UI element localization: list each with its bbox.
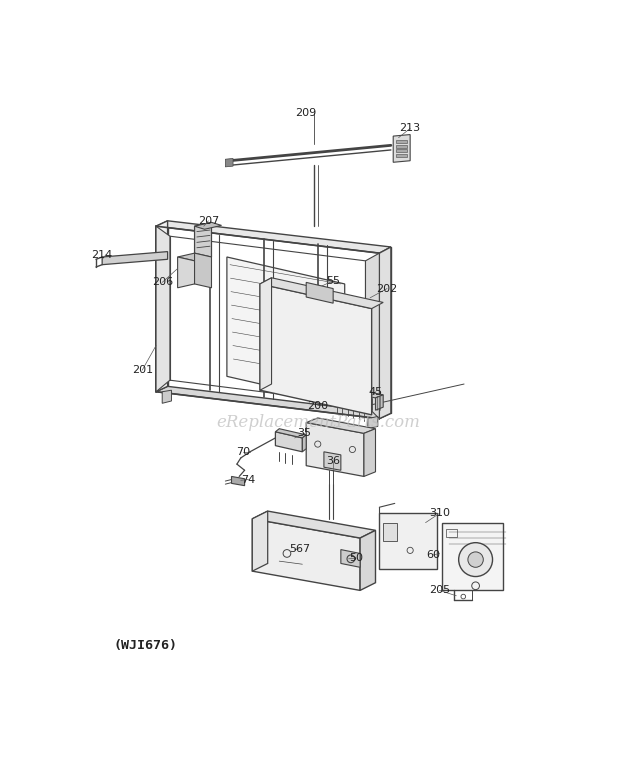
- Polygon shape: [231, 476, 245, 485]
- Polygon shape: [376, 395, 383, 410]
- Polygon shape: [177, 257, 195, 288]
- Polygon shape: [162, 390, 172, 403]
- Polygon shape: [156, 386, 391, 418]
- Circle shape: [468, 552, 484, 567]
- Text: 50: 50: [349, 553, 363, 563]
- Polygon shape: [225, 158, 233, 167]
- Text: 45: 45: [368, 387, 383, 397]
- Polygon shape: [443, 523, 503, 591]
- Polygon shape: [393, 135, 410, 162]
- Polygon shape: [379, 247, 391, 418]
- Text: 202: 202: [376, 283, 397, 293]
- Bar: [396, 154, 407, 157]
- Polygon shape: [102, 251, 167, 264]
- Text: 206: 206: [152, 277, 173, 287]
- Text: 214: 214: [92, 250, 113, 260]
- Polygon shape: [306, 418, 376, 434]
- Polygon shape: [260, 278, 383, 309]
- Bar: [396, 145, 407, 148]
- Text: 209: 209: [296, 108, 317, 118]
- Text: (WJI676): (WJI676): [113, 639, 178, 652]
- Text: 213: 213: [399, 123, 421, 133]
- Polygon shape: [324, 452, 341, 470]
- Polygon shape: [252, 511, 268, 572]
- Polygon shape: [360, 530, 376, 591]
- Polygon shape: [195, 253, 211, 288]
- Polygon shape: [275, 429, 306, 438]
- Text: 74: 74: [241, 475, 255, 485]
- Text: 70: 70: [236, 447, 250, 456]
- Polygon shape: [379, 514, 437, 569]
- Polygon shape: [368, 416, 378, 429]
- Polygon shape: [252, 519, 360, 591]
- Text: 207: 207: [198, 216, 219, 226]
- Text: 36: 36: [326, 456, 340, 466]
- Polygon shape: [303, 435, 306, 452]
- Polygon shape: [260, 284, 371, 415]
- Text: 205: 205: [429, 585, 450, 595]
- Text: 310: 310: [429, 508, 450, 518]
- Polygon shape: [252, 511, 376, 538]
- Polygon shape: [195, 223, 221, 229]
- Text: 201: 201: [131, 365, 153, 375]
- Polygon shape: [275, 432, 303, 452]
- Polygon shape: [227, 257, 345, 403]
- Polygon shape: [352, 390, 383, 398]
- Text: 55: 55: [326, 276, 340, 286]
- Polygon shape: [306, 423, 364, 476]
- Text: 60: 60: [426, 550, 440, 560]
- Polygon shape: [156, 226, 170, 392]
- Polygon shape: [364, 429, 376, 476]
- Text: 567: 567: [289, 544, 310, 554]
- Polygon shape: [365, 253, 379, 418]
- Polygon shape: [156, 221, 167, 392]
- Polygon shape: [260, 278, 272, 390]
- Polygon shape: [341, 549, 360, 567]
- Circle shape: [459, 543, 492, 577]
- Bar: [396, 140, 407, 143]
- Text: 200: 200: [307, 401, 329, 411]
- Bar: [383, 523, 397, 541]
- Polygon shape: [177, 253, 211, 261]
- Text: eReplacementParts.com: eReplacementParts.com: [216, 414, 420, 431]
- Bar: [446, 529, 457, 536]
- Bar: [396, 149, 407, 152]
- Polygon shape: [195, 223, 211, 261]
- Polygon shape: [306, 283, 333, 303]
- Text: 35: 35: [298, 428, 312, 438]
- Polygon shape: [156, 221, 391, 253]
